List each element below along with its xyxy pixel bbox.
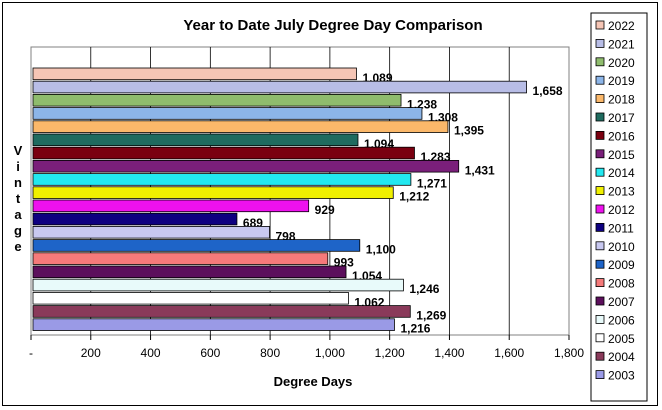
data-label-2003: 1,216	[400, 322, 430, 336]
bar-2015	[32, 159, 460, 173]
bar-2019	[32, 107, 423, 120]
legend-swatch-2007	[595, 296, 605, 306]
legend-label-2010: 2010	[608, 240, 635, 254]
legend-swatch-2011	[595, 222, 605, 232]
y-axis-title-letter: e	[14, 239, 21, 254]
y-axis-title-letter: a	[14, 207, 22, 222]
bar-2008	[32, 252, 329, 265]
legend-swatch-2010	[595, 241, 605, 251]
legend-swatch-2003	[595, 370, 605, 380]
legend-label-2013: 2013	[608, 185, 635, 199]
data-label-2009: 1,100	[366, 242, 396, 256]
x-tick-label: 400	[141, 346, 161, 360]
data-label-2021: 1,658	[533, 84, 563, 98]
bar-2018	[32, 120, 449, 133]
bar-2006	[32, 278, 404, 292]
x-tick-label: 200	[81, 346, 101, 360]
legend-label-2004: 2004	[608, 350, 635, 364]
y-axis-title-letter: i	[16, 159, 20, 174]
legend-label-2012: 2012	[608, 203, 635, 217]
bar-2020	[32, 94, 402, 107]
legend-label-2009: 2009	[608, 258, 635, 272]
x-tick-label: 600	[200, 346, 220, 360]
bar-2005	[32, 291, 349, 305]
y-axis-title-letter: V	[14, 143, 23, 158]
bar-2010	[32, 225, 270, 239]
data-label-2013: 1,212	[399, 190, 429, 204]
data-label-2015: 1,431	[465, 163, 495, 177]
legend-label-2006: 2006	[608, 313, 635, 327]
legend-label-2021: 2021	[608, 37, 635, 51]
legend-swatch-2009	[595, 259, 605, 269]
bar-2022	[32, 67, 357, 81]
x-tick-label: 1,000	[315, 346, 345, 360]
data-label-2014: 1,271	[417, 176, 447, 190]
y-axis-title-letter: g	[14, 223, 22, 238]
legend-label-2019: 2019	[608, 74, 635, 88]
legend-label-2017: 2017	[608, 111, 635, 125]
legend-label-2008: 2008	[608, 277, 635, 291]
legend-label-2007: 2007	[608, 295, 635, 309]
legend-swatch-2018	[595, 94, 605, 103]
legend-swatch-2006	[595, 314, 605, 324]
bar-2012	[32, 199, 310, 213]
x-tick-label: 1,200	[375, 346, 405, 360]
x-tick-label: 1,400	[434, 346, 464, 360]
data-label-2012: 929	[315, 203, 335, 217]
legend-swatch-2015	[595, 149, 605, 159]
chart-canvas: Year to Date July Degree Day Comparison …	[14, 12, 648, 402]
y-axis-title-letter: t	[16, 191, 21, 206]
data-label-2004: 1,269	[416, 308, 446, 322]
bar-2011	[32, 212, 238, 226]
legend-swatch-2019	[595, 75, 605, 85]
legend-swatch-2021	[595, 39, 605, 48]
legend-swatch-2013	[595, 186, 605, 196]
legend-label-2015: 2015	[608, 148, 635, 162]
data-label-2018: 1,395	[454, 124, 484, 138]
x-tick-label: -	[29, 346, 33, 360]
bar-2014	[32, 173, 412, 186]
bar-2007	[32, 265, 347, 279]
data-label-2006: 1,246	[409, 282, 439, 296]
plot-area: - 200 400 600 800 1,000 1,200 1,400 1,600 1,800 1,…	[29, 46, 584, 360]
x-tick-label: 800	[260, 346, 280, 360]
chart-title: Year to Date July Degree Day Comparison	[183, 17, 482, 34]
legend-swatch-2014	[595, 167, 605, 177]
x-axis-title: Degree Days	[274, 374, 353, 389]
x-tick-label: 1,600	[494, 346, 524, 360]
legend-label-2016: 2016	[608, 129, 635, 143]
x-tick-label: 1,800	[554, 346, 584, 360]
legend-label-2011: 2011	[608, 221, 634, 235]
bar-2003	[32, 318, 395, 331]
legend-swatch-2017	[595, 112, 605, 122]
legend-swatch-2004	[595, 351, 605, 361]
legend-swatch-2008	[595, 278, 605, 288]
bar-2017	[32, 133, 359, 147]
legend-swatch-2012	[595, 204, 605, 214]
legend: 2022 2021 2020 2019 2018 2017 2016 2015 2014 2013…	[590, 12, 648, 402]
bar-2004	[32, 305, 411, 318]
legend-label-2020: 2020	[608, 56, 635, 70]
chart-frame: Year to Date July Degree Day Comparison …	[2, 2, 658, 406]
bar-2016	[32, 146, 415, 160]
legend-label-2022: 2022	[608, 19, 635, 33]
y-axis-title-letter: n	[14, 175, 22, 190]
legend-label-2018: 2018	[608, 93, 635, 107]
bar-2013	[32, 186, 394, 199]
bar-2009	[32, 239, 361, 252]
legend-swatch-2022	[595, 20, 605, 30]
legend-swatch-2005	[595, 333, 605, 343]
legend-label-2014: 2014	[608, 166, 635, 180]
legend-label-2005: 2005	[608, 332, 635, 346]
bar-2021	[32, 80, 527, 94]
legend-swatch-2020	[595, 57, 605, 67]
legend-label-2003: 2003	[608, 369, 635, 383]
legend-swatch-2016	[595, 130, 605, 140]
